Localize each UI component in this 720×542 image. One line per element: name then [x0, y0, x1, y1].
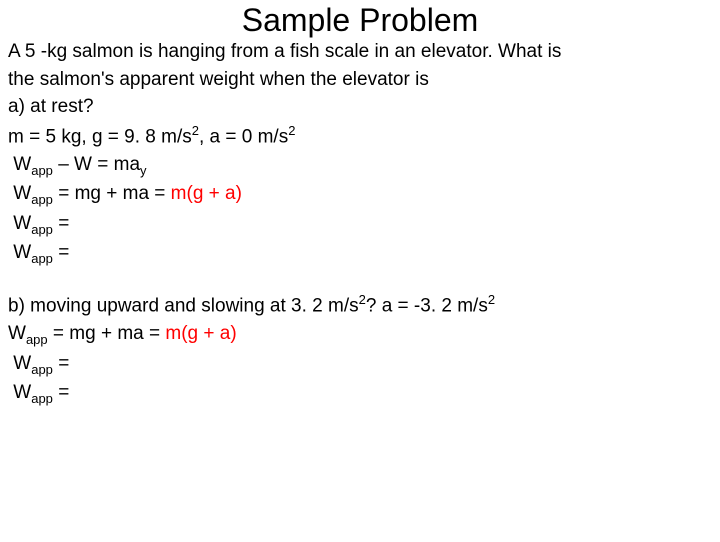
part-b-eq1: Wapp = mg + ma = m(g + a) [8, 321, 712, 348]
eq2-highlight: m(g + a) [171, 183, 242, 204]
part-b-question: b) moving upward and slowing at 3. 2 m/s… [8, 291, 712, 319]
page-title: Sample Problem [0, 2, 720, 39]
b-q-mid: ? a = -3. 2 m/s [366, 296, 488, 317]
b-q-sup1: 2 [359, 292, 366, 307]
b-eq2-post: = [53, 353, 69, 374]
b-eq3-w: W [13, 382, 31, 403]
b-eq3-post: = [53, 382, 69, 403]
eq2-w: W [13, 183, 31, 204]
eq4-w: W [13, 242, 31, 263]
b-eq2-sub: app [31, 361, 53, 376]
b-eq1-sub: app [26, 332, 48, 347]
part-a-eq4: Wapp = [8, 240, 712, 267]
eq3-post: = [53, 213, 69, 234]
b-eq3-sub: app [31, 391, 53, 406]
eq1-w: W [13, 154, 31, 175]
given-text-1: m = 5 kg, g = 9. 8 m/s [8, 126, 192, 147]
intro-line-1: A 5 -kg salmon is hanging from a fish sc… [8, 39, 712, 65]
eq4-post: = [53, 242, 69, 263]
part-a-question: a) at rest? [8, 94, 712, 120]
eq1-sub2: y [140, 163, 147, 178]
given-sup-2: 2 [288, 123, 295, 138]
b-eq1-w: W [8, 323, 26, 344]
section-gap [8, 269, 712, 291]
eq4-sub: app [31, 251, 53, 266]
eq2-sub: app [31, 192, 53, 207]
part-b-eq3: Wapp = [8, 380, 712, 407]
b-q-pre: b) moving upward and slowing at 3. 2 m/s [8, 296, 359, 317]
given-text-2: , a = 0 m/s [199, 126, 288, 147]
content-body: A 5 -kg salmon is hanging from a fish sc… [0, 39, 720, 407]
eq1-rest: – W = ma [53, 154, 140, 175]
eq2-mid: = mg + ma = [53, 183, 171, 204]
intro-line-2: the salmon's apparent weight when the el… [8, 67, 712, 93]
part-a-given: m = 5 kg, g = 9. 8 m/s2, a = 0 m/s2 [8, 122, 712, 150]
b-q-sup2: 2 [488, 292, 495, 307]
eq1-sub: app [31, 163, 53, 178]
b-eq1-mid: = mg + ma = [48, 323, 166, 344]
part-a-eq3: Wapp = [8, 211, 712, 238]
b-eq1-highlight: m(g + a) [165, 323, 236, 344]
part-a-eq1: Wapp – W = may [8, 152, 712, 179]
b-eq2-w: W [13, 353, 31, 374]
eq3-w: W [13, 213, 31, 234]
eq3-sub: app [31, 221, 53, 236]
part-b-eq2: Wapp = [8, 351, 712, 378]
given-sup-1: 2 [192, 123, 199, 138]
part-a-eq2: Wapp = mg + ma = m(g + a) [8, 181, 712, 208]
